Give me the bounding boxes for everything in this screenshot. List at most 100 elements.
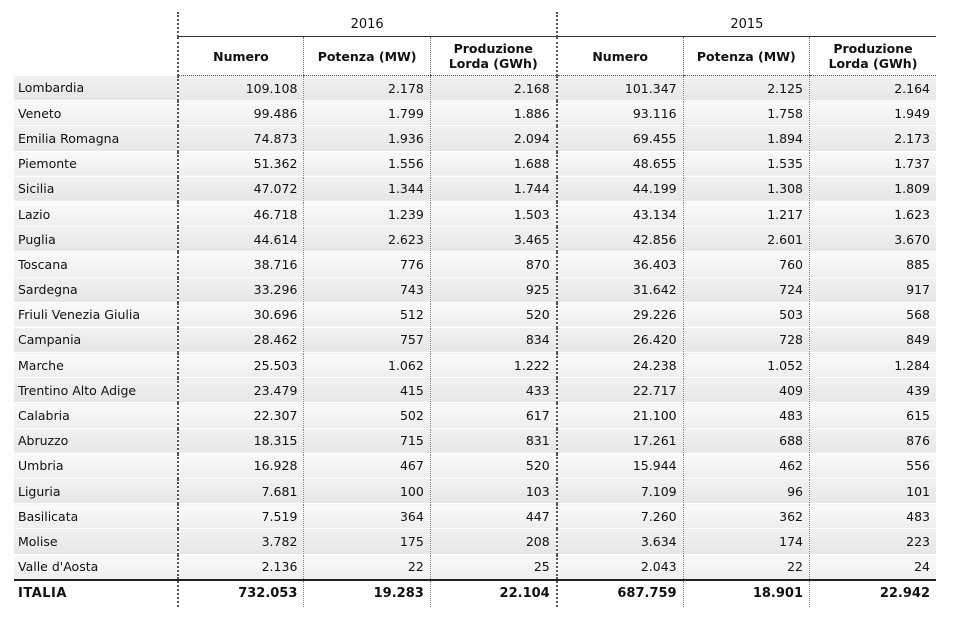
table-cell: 1.623 [809,201,936,228]
table-cell: 22 [303,554,431,581]
table-cell: 917 [809,277,936,303]
corner-cell [14,12,178,37]
table-cell: 44.614 [176,226,304,253]
year-header-2016: 2016 [176,12,557,37]
table-cell: 109.108 [176,75,304,102]
region-name: Campania [14,327,178,354]
table-row: Marche 25.503 1.062 1.222 24.238 1.052 1.284 [14,352,936,379]
table-cell: 503 [682,302,810,328]
table-cell: 74.873 [176,125,304,152]
table-cell: 2.173 [809,125,936,152]
table-cell: 7.519 [176,503,304,530]
table-cell: 103 [429,478,557,505]
table-cell: 3.782 [176,528,304,555]
table-cell: 362 [682,503,810,530]
table-cell: 1.556 [303,151,431,177]
table-cell: 24 [809,554,936,581]
region-name: Veneto [14,100,178,127]
table-body: Lombardia 109.108 2.178 2.168 101.347 2.125 2.… [14,75,936,581]
total-value: 687.759 [555,578,684,607]
table-cell: 69.455 [555,125,684,152]
table-cell: 2.094 [429,125,557,152]
table-cell: 1.344 [303,176,431,202]
region-name: Piemonte [14,151,178,177]
total-value: 22.104 [429,578,557,607]
table-cell: 16.928 [176,453,304,480]
table-row: Piemonte 51.362 1.556 1.688 48.655 1.535 1.737 [14,151,936,177]
col-header-potenza-2016: Potenza (MW) [303,36,431,76]
table-cell: 96 [682,478,810,505]
total-value: 732.053 [176,578,304,607]
total-label: ITALIA [14,578,178,607]
table-cell: 1.308 [682,176,810,202]
total-value: 18.901 [682,578,810,607]
region-name: Liguria [14,478,178,505]
region-name: Friuli Venezia Giulia [14,302,178,328]
total-value: 19.283 [303,578,431,607]
table-cell: 1.936 [303,125,431,152]
table-cell: 1.809 [809,176,936,202]
table-cell: 44.199 [555,176,684,202]
table-row: Basilicata 7.519 364 447 7.260 362 483 [14,503,936,530]
table-cell: 1.949 [809,100,936,127]
table-cell: 462 [682,453,810,480]
table-cell: 849 [809,327,936,354]
table-cell: 1.503 [429,201,557,228]
table-cell: 36.403 [555,251,684,278]
table-cell: 688 [682,428,810,454]
table-row: Abruzzo 18.315 715 831 17.261 688 876 [14,428,936,454]
table-cell: 7.260 [555,503,684,530]
table-cell: 831 [429,428,557,454]
table-cell: 2.168 [429,75,557,102]
table-cell: 15.944 [555,453,684,480]
table-row: Valle d'Aosta 2.136 22 25 2.043 22 24 [14,554,936,581]
region-name: Trentino Alto Adige [14,377,178,404]
table-cell: 24.238 [555,352,684,379]
table-cell: 512 [303,302,431,328]
table-cell: 93.116 [555,100,684,127]
col-header-produzione-2015: Produzione Lorda (GWh) [809,36,936,76]
table-cell: 43.134 [555,201,684,228]
region-name: Sicilia [14,176,178,202]
table-cell: 30.696 [176,302,304,328]
table-cell: 615 [809,402,936,429]
table-cell: 101.347 [555,75,684,102]
region-name: Emilia Romagna [14,125,178,152]
table-row: Liguria 7.681 100 103 7.109 96 101 [14,478,936,505]
table-cell: 21.100 [555,402,684,429]
region-name: Marche [14,352,178,379]
table-cell: 834 [429,327,557,354]
table-row: Friuli Venezia Giulia 30.696 512 520 29.226 5… [14,302,936,328]
table-cell: 925 [429,277,557,303]
table-row: Trentino Alto Adige 23.479 415 433 22.717 409… [14,377,936,404]
total-value: 22.942 [809,578,936,607]
table-cell: 31.642 [555,277,684,303]
table-row: Lombardia 109.108 2.178 2.168 101.347 2.125 2.… [14,75,936,102]
table-cell: 467 [303,453,431,480]
table-cell: 3.634 [555,528,684,555]
table-cell: 1.052 [682,352,810,379]
table-cell: 2.164 [809,75,936,102]
table-cell: 1.688 [429,151,557,177]
col-header-potenza-2015: Potenza (MW) [682,36,810,76]
table-cell: 2.601 [682,226,810,253]
col-header-numero-2015: Numero [555,36,684,76]
table-cell: 415 [303,377,431,404]
table-cell: 223 [809,528,936,555]
table-cell: 1.758 [682,100,810,127]
table-cell: 28.462 [176,327,304,354]
table-cell: 757 [303,327,431,354]
table-cell: 885 [809,251,936,278]
table-cell: 29.226 [555,302,684,328]
table-cell: 38.716 [176,251,304,278]
table-cell: 33.296 [176,277,304,303]
table-row: Sicilia 47.072 1.344 1.744 44.199 1.308 1.809 [14,176,936,202]
table-cell: 520 [429,302,557,328]
table-row: Sardegna 33.296 743 925 31.642 724 917 [14,277,936,303]
table-cell: 18.315 [176,428,304,454]
region-name: Valle d'Aosta [14,554,178,581]
table-cell: 743 [303,277,431,303]
table-cell: 502 [303,402,431,429]
col-header-numero-2016: Numero [176,36,304,76]
total-row: ITALIA 732.053 19.283 22.104 687.759 18.… [14,578,936,607]
